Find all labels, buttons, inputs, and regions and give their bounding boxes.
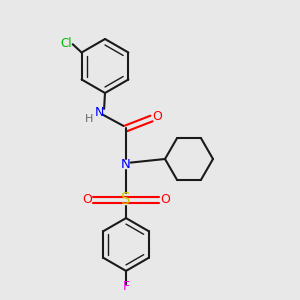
Text: Cl: Cl [60,37,72,50]
Text: O: O [152,110,162,124]
Text: O: O [82,193,92,206]
Text: O: O [160,193,170,206]
Text: S: S [121,192,131,207]
Text: N: N [121,158,131,172]
Text: F: F [122,280,130,293]
Text: N: N [95,106,104,119]
Text: H: H [85,114,94,124]
